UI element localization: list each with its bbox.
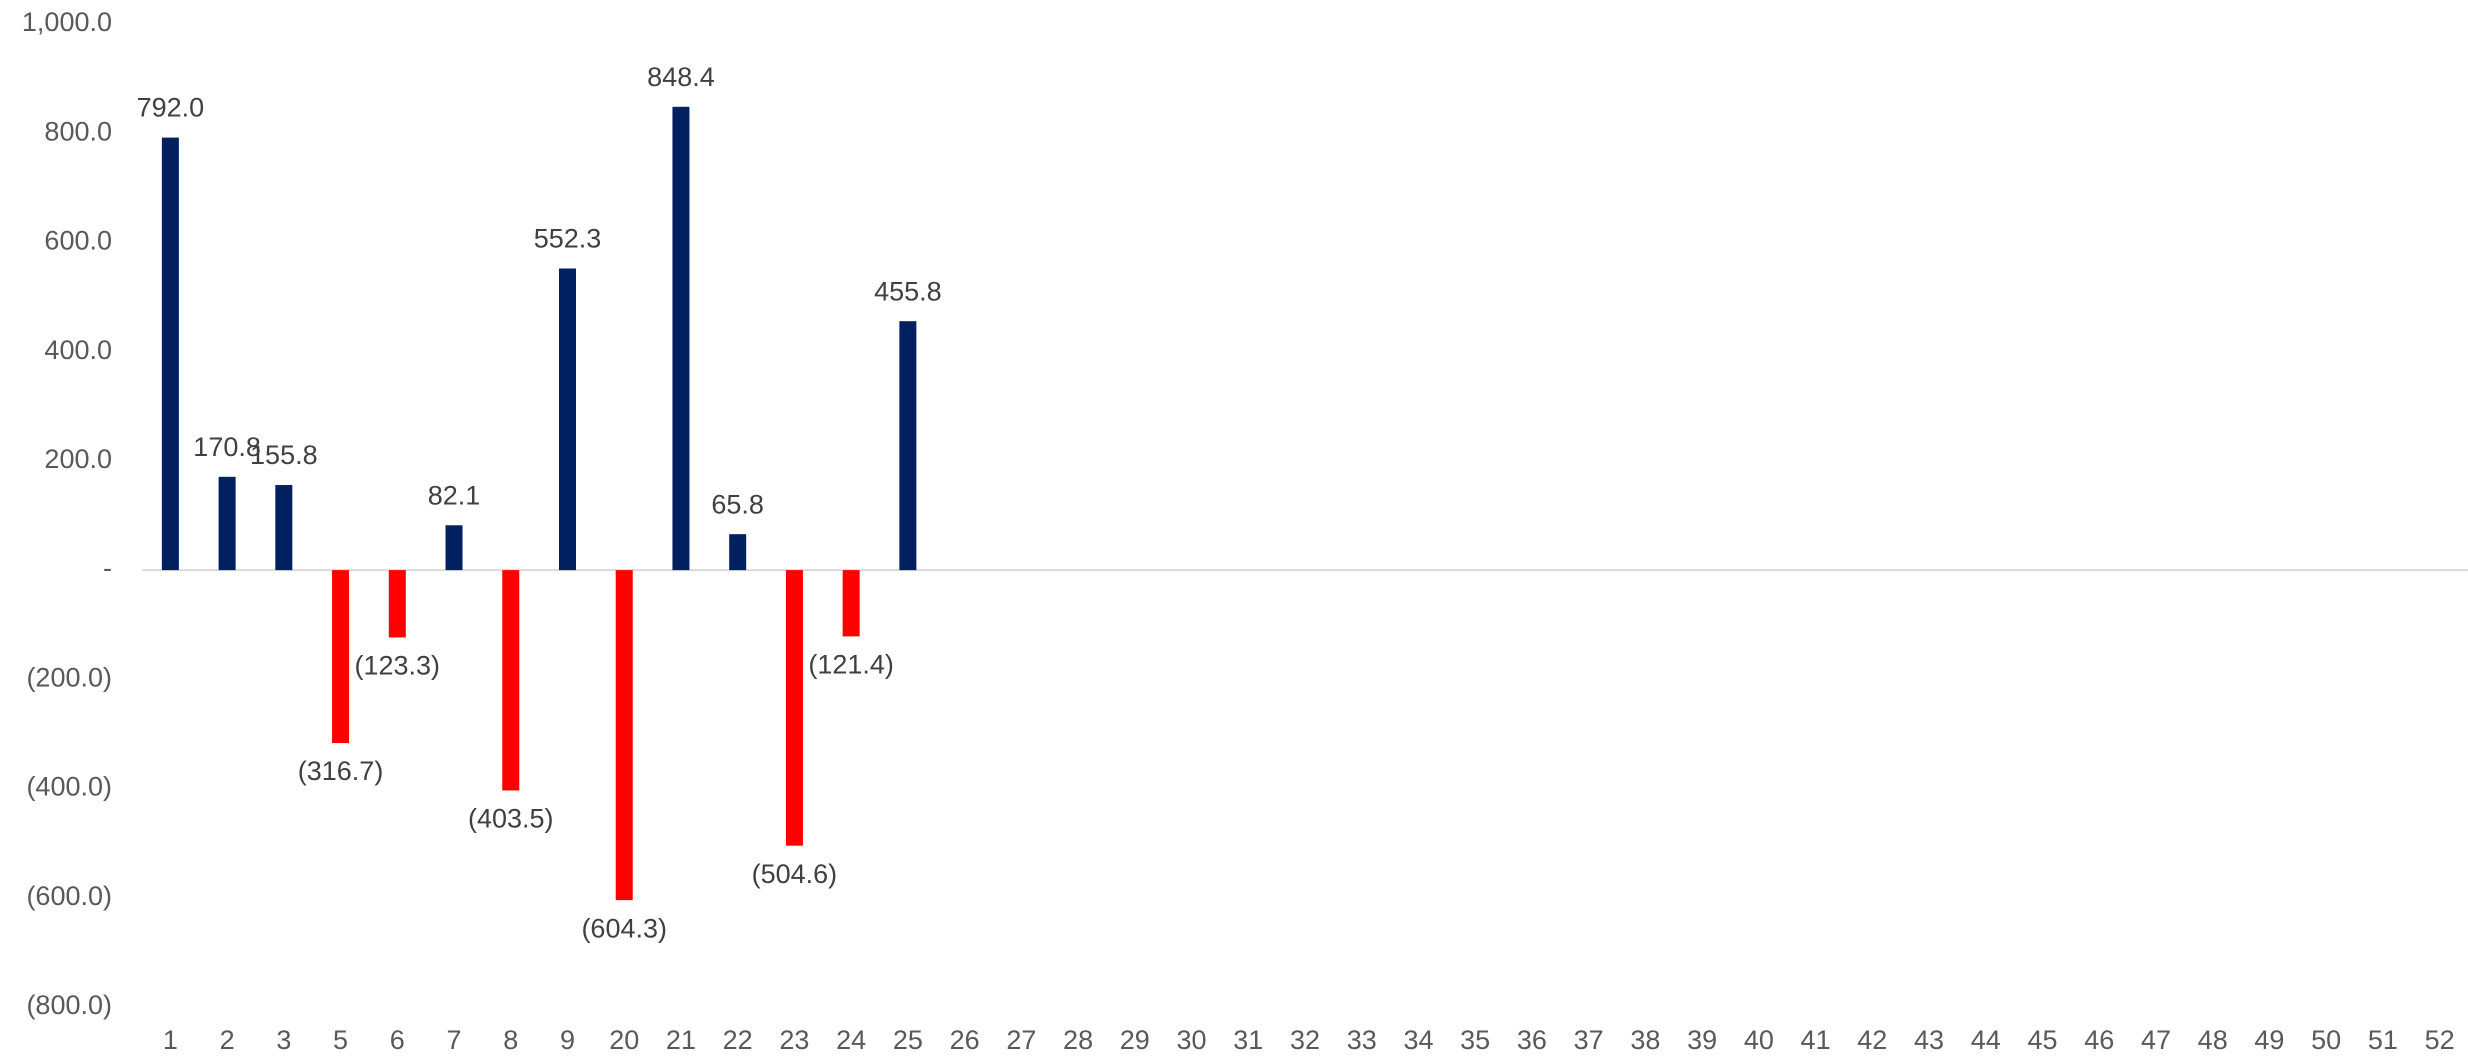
x-tick-label: 6 — [390, 1025, 405, 1055]
x-tick-label: 3 — [276, 1025, 291, 1055]
bar — [161, 137, 179, 571]
y-tick-label: 400.0 — [44, 335, 112, 365]
x-tick-label: 38 — [1630, 1025, 1660, 1055]
bar — [899, 321, 917, 571]
x-tick-label: 21 — [666, 1025, 696, 1055]
y-tick-label: (400.0) — [26, 772, 112, 802]
data-label: 552.3 — [534, 224, 602, 254]
bar — [672, 106, 690, 571]
data-label: (121.4) — [808, 650, 894, 680]
bar — [502, 570, 520, 791]
bar — [842, 570, 860, 637]
x-tick-label: 47 — [2141, 1025, 2171, 1055]
data-label: (504.6) — [752, 859, 838, 889]
x-tick-label: 52 — [2425, 1025, 2455, 1055]
x-tick-label: 27 — [1006, 1025, 1036, 1055]
y-tick-label: (200.0) — [26, 662, 112, 692]
x-tick-label: 9 — [560, 1025, 575, 1055]
bar — [615, 570, 633, 901]
x-tick-label: 20 — [609, 1025, 639, 1055]
bar — [729, 534, 747, 571]
x-tick-label: 25 — [893, 1025, 923, 1055]
y-tick-label: 1,000.0 — [22, 7, 112, 37]
x-tick-label: 36 — [1517, 1025, 1547, 1055]
bar — [785, 570, 803, 846]
bar — [218, 476, 236, 571]
y-tick-label: 800.0 — [44, 116, 112, 146]
bar — [332, 570, 350, 744]
x-tick-label: 51 — [2368, 1025, 2398, 1055]
x-tick-label: 46 — [2084, 1025, 2114, 1055]
bar — [445, 525, 463, 571]
data-label: 848.4 — [647, 62, 715, 92]
x-tick-label: 42 — [1857, 1025, 1887, 1055]
data-label: 155.8 — [250, 440, 318, 470]
x-tick-label: 30 — [1177, 1025, 1207, 1055]
x-tick-label: 8 — [503, 1025, 518, 1055]
data-label: 455.8 — [874, 276, 942, 306]
x-tick-label: 24 — [836, 1025, 866, 1055]
data-label: 65.8 — [711, 489, 764, 519]
data-label: (604.3) — [581, 913, 667, 943]
y-tick-label: (800.0) — [26, 990, 112, 1020]
x-tick-label: 50 — [2311, 1025, 2341, 1055]
y-tick-label: 600.0 — [44, 226, 112, 256]
data-label: (123.3) — [355, 651, 441, 681]
x-tick-label: 28 — [1063, 1025, 1093, 1055]
x-tick-label: 7 — [447, 1025, 462, 1055]
x-tick-label: 40 — [1744, 1025, 1774, 1055]
x-tick-label: 2 — [220, 1025, 235, 1055]
x-tick-label: 23 — [779, 1025, 809, 1055]
x-tick-label: 48 — [2198, 1025, 2228, 1055]
y-tick-label: (600.0) — [26, 881, 112, 911]
data-label: 792.0 — [137, 93, 205, 123]
x-tick-label: 26 — [950, 1025, 980, 1055]
x-tick-label: 44 — [1971, 1025, 2001, 1055]
x-tick-label: 43 — [1914, 1025, 1944, 1055]
x-tick-label: 45 — [2027, 1025, 2057, 1055]
x-tick-label: 5 — [333, 1025, 348, 1055]
y-tick-label: - — [103, 553, 112, 583]
x-tick-label: 41 — [1801, 1025, 1831, 1055]
x-tick-label: 32 — [1290, 1025, 1320, 1055]
data-label: (316.7) — [298, 756, 384, 786]
x-tick-label: 39 — [1687, 1025, 1717, 1055]
data-label: 170.8 — [193, 432, 261, 462]
data-label: (403.5) — [468, 804, 554, 834]
x-tick-label: 49 — [2254, 1025, 2284, 1055]
x-tick-label: 22 — [723, 1025, 753, 1055]
x-tick-label: 33 — [1347, 1025, 1377, 1055]
data-label: 82.1 — [428, 480, 481, 510]
x-tick-label: 34 — [1403, 1025, 1433, 1055]
y-tick-label: 200.0 — [44, 444, 112, 474]
x-tick-label: 29 — [1120, 1025, 1150, 1055]
bar — [388, 570, 406, 638]
x-tick-label: 31 — [1233, 1025, 1263, 1055]
x-tick-label: 35 — [1460, 1025, 1490, 1055]
x-tick-label: 37 — [1574, 1025, 1604, 1055]
bar — [275, 485, 293, 571]
x-tick-label: 1 — [163, 1025, 178, 1055]
bar — [558, 268, 576, 571]
